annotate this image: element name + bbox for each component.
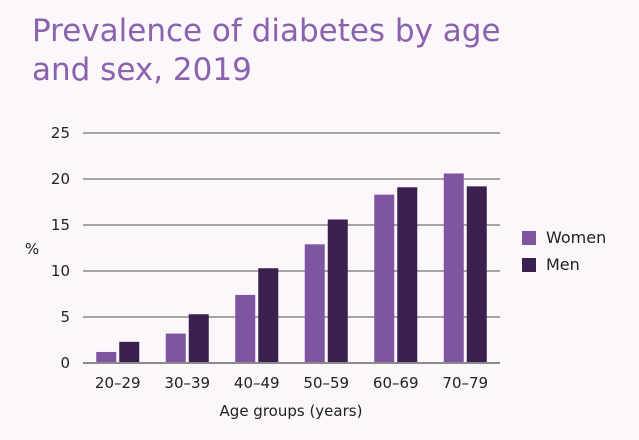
legend-item-women: Women	[522, 228, 606, 247]
x-axis-label: Age groups (years)	[220, 402, 363, 420]
x-tick-label: 60–69	[373, 374, 419, 392]
x-tick-label: 50–59	[303, 374, 349, 392]
bar-men	[119, 341, 140, 363]
bar-women	[165, 333, 186, 363]
y-tick-label: 10	[51, 262, 70, 280]
chart-title: Prevalence of diabetes by age and sex, 2…	[32, 13, 501, 88]
bar-men	[397, 187, 418, 363]
y-axis-label: %	[25, 240, 39, 258]
bar-women	[235, 294, 256, 363]
y-tick-label: 5	[60, 308, 70, 326]
legend-label-women: Women	[546, 228, 607, 247]
legend-label-men: Men	[546, 255, 580, 274]
legend-swatch-men	[522, 257, 536, 272]
bar-men	[466, 186, 487, 363]
y-tick-label: 0	[60, 354, 70, 372]
bar-women	[96, 351, 117, 363]
x-tick-label: 20–29	[95, 374, 141, 392]
y-tick-label: 15	[51, 216, 70, 234]
y-tick-label: 25	[51, 124, 70, 142]
bar-women	[304, 244, 325, 363]
bar-men	[258, 268, 279, 363]
bar-men	[327, 219, 348, 363]
bar-men	[188, 314, 209, 363]
x-tick-label: 70–79	[442, 374, 488, 392]
y-tick-label: 20	[51, 170, 70, 188]
legend-swatch-women	[522, 230, 536, 245]
bar-women	[443, 173, 464, 363]
x-tick-label: 40–49	[234, 374, 280, 392]
legend-item-men: Men	[522, 255, 580, 274]
x-tick-label: 30–39	[164, 374, 210, 392]
bar-women	[374, 194, 395, 363]
